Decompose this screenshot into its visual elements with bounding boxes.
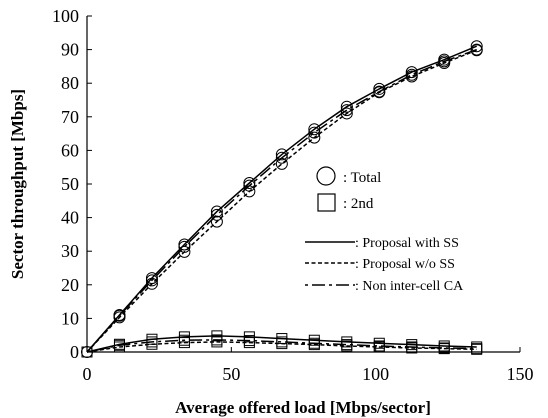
data-point-total	[145, 274, 158, 287]
marker-legend: : Total : 2nd	[316, 166, 381, 212]
data-point-total	[243, 179, 256, 192]
data-point-2nd	[211, 334, 223, 346]
data-point-total	[275, 148, 288, 161]
x-axis-label: Average offered load [Mbps/sector]	[175, 398, 431, 417]
data-point-2nd	[308, 337, 320, 349]
legend-circle-marker	[316, 166, 336, 186]
data-point-2nd	[178, 334, 190, 346]
data-point-2nd	[438, 342, 450, 354]
axis-ticks	[86, 15, 521, 353]
y-tick-label: 40	[61, 208, 79, 228]
data-point-total	[373, 85, 386, 98]
data-point-total	[340, 100, 353, 113]
y-tick-label: 30	[61, 241, 79, 261]
data-point-total	[113, 309, 126, 322]
legend-2nd-label: : 2nd	[343, 196, 374, 212]
data-point-total	[308, 126, 321, 139]
y-tick-label: 70	[61, 107, 79, 127]
legend-proposal-with-ss-label: : Proposal with SS	[355, 236, 459, 251]
series-line-2nd-dashdot	[86, 339, 477, 353]
data-point-total	[438, 55, 451, 68]
data-point-2nd	[146, 336, 158, 348]
legend-proposal-wo-ss-label: : Proposal w/o SS	[355, 257, 455, 272]
x-tick-label: 0	[83, 364, 92, 384]
x-tick-label: 50	[222, 364, 240, 384]
data-point-total	[275, 157, 288, 170]
y-tick-label: 20	[61, 275, 79, 295]
data-point-total	[405, 68, 418, 81]
axis-tick-labels: 0 10 20 30 40 50 60 70 80 90 100 0 50 100 150	[52, 6, 534, 384]
y-tick-label: 60	[61, 140, 79, 160]
data-point-total	[275, 151, 288, 164]
y-tick-label: 0	[70, 342, 79, 362]
data-point-total	[210, 205, 223, 218]
x-tick-label: 150	[507, 364, 534, 384]
data-point-total	[308, 123, 321, 136]
y-tick-label: 100	[52, 6, 79, 26]
data-point-total	[373, 82, 386, 95]
y-tick-label: 80	[61, 73, 79, 93]
data-point-2nd	[471, 343, 483, 355]
x-tick-label: 100	[362, 364, 389, 384]
data-point-2nd	[243, 335, 255, 347]
data-point-total	[243, 185, 256, 198]
y-axis-label: Sector throughput [Mbps]	[8, 89, 27, 279]
data-point-total	[470, 40, 483, 53]
data-point-2nd	[373, 340, 385, 352]
data-point-total	[243, 176, 256, 189]
series-line-total-dashdot	[86, 48, 477, 353]
data-point-total	[470, 43, 483, 56]
y-tick-label: 90	[61, 40, 79, 60]
data-point-total	[340, 107, 353, 120]
data-point-2nd	[276, 336, 288, 348]
data-point-total	[210, 208, 223, 221]
legend-non-inter-cell-ca-label: : Non inter-cell CA	[355, 279, 464, 294]
legend-square-marker	[317, 193, 336, 212]
line-style-legend: : Proposal with SS : Proposal w/o SS : N…	[305, 236, 464, 294]
legend-total-label: : Total	[343, 170, 381, 186]
data-point-total	[340, 104, 353, 117]
data-point-total	[405, 66, 418, 79]
data-point-2nd	[113, 339, 125, 351]
data-point-total	[210, 215, 223, 228]
data-point-total	[178, 240, 191, 253]
data-point-total	[178, 245, 191, 258]
y-tick-label: 50	[61, 174, 79, 194]
y-tick-label: 10	[61, 308, 79, 328]
data-point-total	[145, 277, 158, 290]
data-point-total	[308, 131, 321, 144]
data-point-2nd	[341, 339, 353, 351]
